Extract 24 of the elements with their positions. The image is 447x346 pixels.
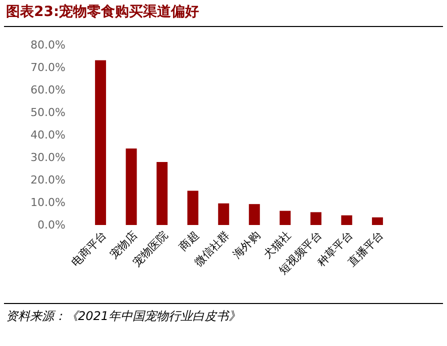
x-tick-label: 电商平台 xyxy=(68,228,110,270)
y-tick-label: 10.0% xyxy=(30,196,66,209)
y-tick-label: 50.0% xyxy=(30,106,66,119)
y-tick-label: 20.0% xyxy=(30,174,66,186)
text: 资料来源：《2021年中国宠物行业白皮书》 xyxy=(4,303,443,329)
bar xyxy=(95,60,106,225)
y-tick-label: 60.0% xyxy=(30,84,66,96)
bar xyxy=(310,212,322,225)
bar xyxy=(187,190,198,225)
bar xyxy=(156,162,168,225)
bar xyxy=(248,204,260,225)
y-tick-label: 70.0% xyxy=(30,61,66,74)
bar xyxy=(372,217,383,225)
y-tick-label: 40.0% xyxy=(30,128,66,142)
y-tick-label: 80.0% xyxy=(30,38,66,52)
bar xyxy=(280,210,291,225)
chart-title: 图表23:宠物零食购买渠道偏好 xyxy=(4,0,443,27)
y-tick-label: 0.0% xyxy=(38,218,66,232)
x-tick-label: 海外购 xyxy=(230,228,263,262)
bar xyxy=(341,215,352,225)
bar xyxy=(126,148,137,225)
bar xyxy=(218,203,230,225)
x-tick-label: 商超 xyxy=(176,228,202,254)
y-tick-label: 30.0% xyxy=(30,151,66,164)
